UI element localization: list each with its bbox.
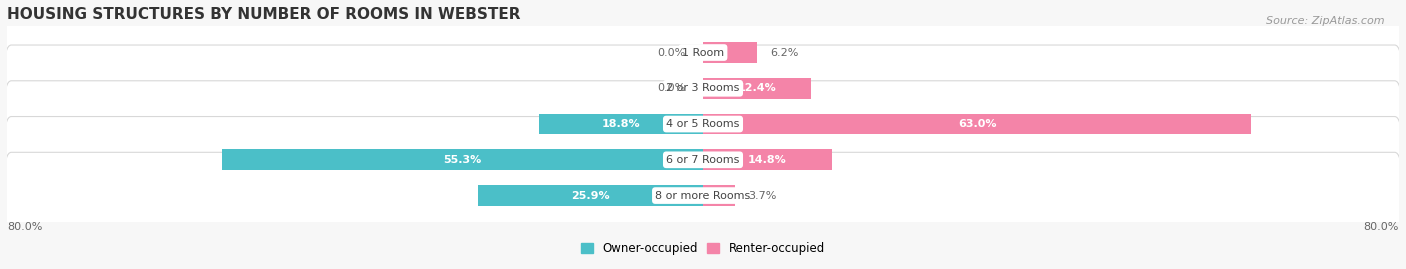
Bar xyxy=(222,150,703,170)
FancyBboxPatch shape xyxy=(4,9,1402,96)
Text: 0.0%: 0.0% xyxy=(658,83,686,93)
Text: 4 or 5 Rooms: 4 or 5 Rooms xyxy=(666,119,740,129)
Text: 8 or more Rooms: 8 or more Rooms xyxy=(655,190,751,201)
FancyBboxPatch shape xyxy=(4,81,1402,167)
Text: 80.0%: 80.0% xyxy=(7,222,42,232)
Bar xyxy=(703,78,811,99)
Text: 80.0%: 80.0% xyxy=(1364,222,1399,232)
Text: 18.8%: 18.8% xyxy=(602,119,641,129)
FancyBboxPatch shape xyxy=(4,152,1402,239)
Text: 25.9%: 25.9% xyxy=(571,190,610,201)
Bar xyxy=(703,185,735,206)
Bar xyxy=(703,114,1251,134)
Text: 1 Room: 1 Room xyxy=(682,48,724,58)
Text: 3.7%: 3.7% xyxy=(748,190,776,201)
Text: HOUSING STRUCTURES BY NUMBER OF ROOMS IN WEBSTER: HOUSING STRUCTURES BY NUMBER OF ROOMS IN… xyxy=(7,7,520,22)
Text: 63.0%: 63.0% xyxy=(957,119,997,129)
Bar xyxy=(540,114,703,134)
Legend: Owner-occupied, Renter-occupied: Owner-occupied, Renter-occupied xyxy=(576,237,830,260)
Bar xyxy=(478,185,703,206)
Text: 12.4%: 12.4% xyxy=(738,83,776,93)
Text: Source: ZipAtlas.com: Source: ZipAtlas.com xyxy=(1267,16,1385,26)
Text: 6.2%: 6.2% xyxy=(770,48,799,58)
Text: 2 or 3 Rooms: 2 or 3 Rooms xyxy=(666,83,740,93)
Text: 0.0%: 0.0% xyxy=(658,48,686,58)
Text: 6 or 7 Rooms: 6 or 7 Rooms xyxy=(666,155,740,165)
Text: 55.3%: 55.3% xyxy=(443,155,481,165)
Text: 14.8%: 14.8% xyxy=(748,155,787,165)
Bar xyxy=(703,150,832,170)
FancyBboxPatch shape xyxy=(4,116,1402,203)
Bar xyxy=(703,42,756,63)
FancyBboxPatch shape xyxy=(4,45,1402,132)
